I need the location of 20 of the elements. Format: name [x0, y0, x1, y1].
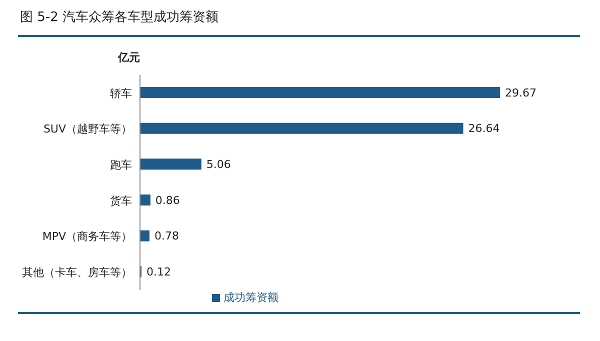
- y-tick-label: MPV（商务车等）: [42, 230, 132, 244]
- bar: [140, 158, 202, 170]
- data-label: 0.12: [146, 266, 171, 279]
- y-tick-label: 跑车: [110, 158, 132, 172]
- data-label: 29.67: [505, 86, 536, 100]
- bar: [140, 230, 150, 242]
- y-tick-label: 其他（卡车、房车等）: [22, 266, 132, 279]
- data-label: 0.86: [155, 194, 180, 207]
- y-tick-label: 货车: [110, 194, 132, 208]
- y-tick-label: SUV（越野车等）: [43, 122, 132, 136]
- bar: [140, 87, 500, 98]
- x-axis-title: 亿元: [118, 50, 140, 65]
- data-label: 26.64: [468, 122, 500, 136]
- data-label: 5.06: [206, 158, 231, 172]
- bar: [140, 122, 464, 134]
- legend-label: 成功筹资额: [224, 291, 278, 304]
- data-label: 0.78: [154, 230, 179, 243]
- y-tick-label: 轿车: [110, 86, 132, 100]
- chart-title: 图 5-2 汽车众筹各车型成功筹资额: [20, 9, 218, 26]
- bar: [140, 194, 150, 206]
